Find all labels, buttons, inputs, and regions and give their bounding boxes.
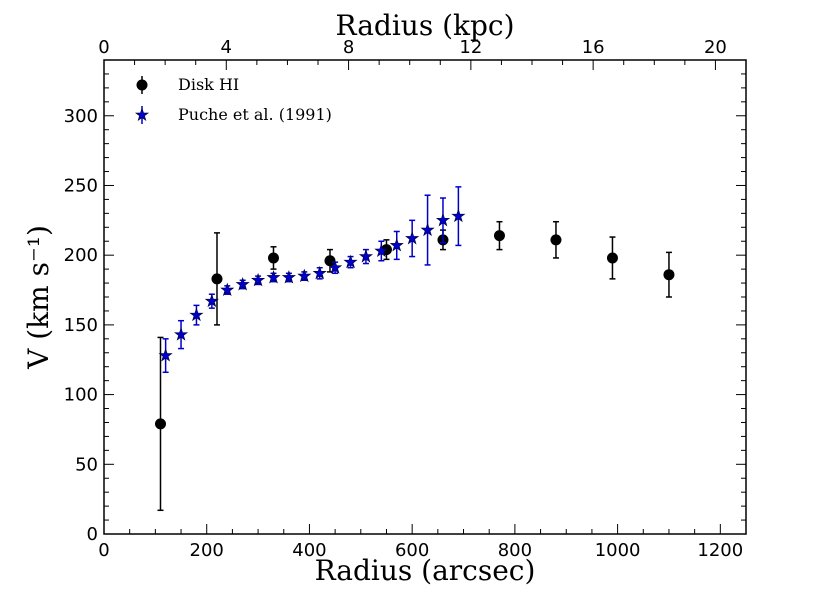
data-point: [251, 272, 266, 287]
y-tick-label: 50: [75, 454, 98, 475]
legend-label: Puche et al. (1991): [178, 105, 332, 124]
data-point: [451, 208, 466, 223]
data-point: [328, 260, 343, 274]
x2-axis-title: Radius (kpc): [335, 9, 514, 42]
data-point: [220, 282, 235, 297]
data-point: [493, 230, 505, 242]
data-point: [154, 418, 166, 430]
x-tick-label: 400: [292, 540, 326, 561]
y-axis-title: V (km s⁻¹): [22, 225, 55, 370]
data-point: [324, 255, 336, 267]
data-point: [389, 238, 404, 252]
data-point: [550, 234, 562, 246]
data-point: [158, 348, 173, 362]
y-tick-label: 150: [64, 315, 98, 336]
x2-tick-label: 0: [98, 37, 109, 58]
x2-tick-label: 4: [221, 37, 232, 58]
x2-tick-label: 16: [582, 37, 605, 58]
legend-label: Disk HI: [178, 75, 239, 94]
data-point: [420, 222, 435, 237]
x2-tick-label: 20: [704, 37, 727, 58]
x-axis-title: Radius (arcsec): [315, 554, 536, 587]
x2-tick-label: 12: [459, 37, 482, 58]
y-tick-label: 100: [64, 385, 98, 406]
series-puche: [158, 186, 466, 374]
x-tick-label: 1200: [697, 540, 743, 561]
data-point: [405, 231, 420, 245]
legend: Disk HI Puche et al. (1991): [134, 75, 332, 124]
plot-area: [154, 186, 675, 512]
data-point: [211, 273, 223, 285]
data-point: [343, 254, 358, 269]
series-disk-hi: [154, 220, 675, 512]
y-tick-label: 300: [64, 106, 98, 127]
data-point: [606, 252, 618, 264]
data-point: [266, 270, 281, 284]
x-tick-label: 600: [395, 540, 429, 561]
plot-frame: [103, 59, 747, 535]
legend-marker: [136, 79, 148, 91]
x-tick-label: 1000: [595, 540, 641, 561]
data-point: [281, 270, 296, 284]
data-point: [297, 268, 312, 283]
data-point: [204, 293, 219, 308]
data-point: [663, 269, 675, 281]
data-point: [374, 243, 389, 257]
x-tick-label: 200: [190, 540, 224, 561]
legend-marker: [134, 107, 150, 121]
data-point: [435, 212, 451, 227]
data-point: [358, 249, 373, 263]
x-tick-label: 0: [98, 540, 109, 561]
data-point: [189, 307, 204, 322]
data-point: [235, 277, 250, 291]
data-point: [173, 327, 189, 341]
x2-tick-label: 8: [343, 37, 354, 58]
x-tick-label: 800: [498, 540, 532, 561]
y-tick-label: 250: [64, 175, 98, 196]
data-point: [312, 265, 327, 280]
y-tick-label: 0: [87, 524, 98, 545]
y-tick-label: 200: [64, 245, 98, 266]
data-point: [267, 252, 279, 264]
